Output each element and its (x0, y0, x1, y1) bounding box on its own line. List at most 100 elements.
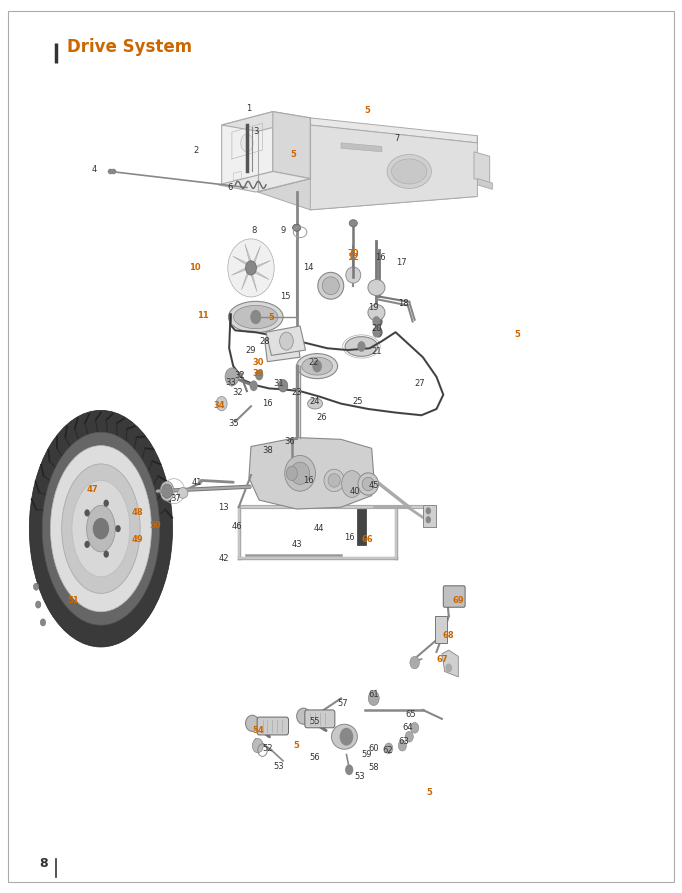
Polygon shape (273, 112, 310, 179)
Circle shape (426, 507, 431, 514)
Text: 56: 56 (310, 753, 321, 762)
Polygon shape (442, 650, 458, 677)
Text: 32: 32 (232, 388, 243, 397)
Text: 11: 11 (197, 311, 209, 320)
Circle shape (342, 471, 362, 497)
Text: 43: 43 (291, 540, 302, 549)
Circle shape (35, 601, 41, 608)
Circle shape (445, 663, 452, 672)
Circle shape (85, 509, 90, 516)
Text: 64: 64 (402, 723, 413, 732)
Circle shape (398, 740, 406, 751)
Circle shape (252, 739, 263, 753)
Text: 2: 2 (194, 146, 199, 154)
Text: 36: 36 (284, 437, 295, 446)
Text: 54: 54 (252, 726, 264, 735)
FancyBboxPatch shape (305, 710, 335, 728)
Ellipse shape (87, 505, 115, 552)
Text: Drive System: Drive System (67, 38, 192, 56)
Circle shape (40, 619, 46, 626)
Ellipse shape (328, 473, 340, 487)
Polygon shape (477, 179, 492, 189)
Circle shape (85, 541, 90, 548)
Text: 1: 1 (246, 104, 252, 113)
Text: 52: 52 (262, 744, 273, 753)
Text: 62: 62 (382, 746, 393, 755)
Circle shape (312, 360, 322, 372)
Ellipse shape (391, 159, 427, 184)
Ellipse shape (177, 488, 188, 498)
Text: 5: 5 (364, 106, 370, 115)
Text: 5: 5 (294, 741, 299, 750)
FancyBboxPatch shape (443, 586, 465, 607)
Circle shape (278, 380, 288, 392)
Circle shape (216, 396, 227, 411)
Polygon shape (249, 438, 374, 509)
Ellipse shape (241, 134, 253, 152)
Ellipse shape (387, 154, 431, 188)
Text: 10: 10 (189, 263, 201, 272)
Circle shape (405, 731, 413, 742)
Text: 16: 16 (375, 253, 386, 262)
Text: 28: 28 (259, 337, 270, 346)
Ellipse shape (61, 464, 140, 594)
Circle shape (104, 551, 109, 558)
Polygon shape (474, 152, 490, 183)
Ellipse shape (291, 463, 310, 485)
Ellipse shape (346, 267, 361, 283)
Text: 24: 24 (310, 397, 321, 406)
Ellipse shape (308, 398, 323, 409)
Ellipse shape (358, 472, 379, 495)
Circle shape (246, 261, 256, 275)
Ellipse shape (362, 477, 374, 490)
Polygon shape (341, 143, 382, 152)
Polygon shape (265, 335, 300, 362)
Text: 19: 19 (368, 303, 379, 312)
Text: 5: 5 (427, 789, 432, 797)
Text: 42: 42 (218, 554, 229, 563)
Text: 9: 9 (280, 226, 286, 235)
Text: 59: 59 (361, 750, 372, 759)
Text: 16: 16 (262, 399, 273, 408)
Ellipse shape (301, 357, 332, 375)
Text: 5: 5 (269, 313, 274, 321)
Text: 53: 53 (355, 772, 366, 781)
Ellipse shape (297, 354, 338, 379)
Polygon shape (222, 112, 273, 185)
Circle shape (225, 368, 239, 386)
Polygon shape (251, 268, 257, 292)
Circle shape (286, 466, 297, 480)
Ellipse shape (228, 301, 283, 333)
Text: 47: 47 (86, 485, 98, 494)
Circle shape (426, 516, 431, 523)
Text: 27: 27 (414, 380, 425, 388)
Ellipse shape (42, 432, 160, 625)
Text: 3: 3 (253, 127, 258, 136)
Circle shape (250, 310, 261, 324)
Text: 26: 26 (316, 413, 327, 422)
Text: 8: 8 (251, 226, 256, 235)
Circle shape (372, 327, 381, 338)
Ellipse shape (324, 469, 344, 491)
Polygon shape (222, 112, 310, 131)
Text: 32: 32 (235, 371, 246, 380)
Circle shape (345, 764, 353, 775)
Text: 39: 39 (252, 369, 263, 378)
Text: 31: 31 (273, 380, 284, 388)
Text: 48: 48 (132, 508, 144, 517)
Text: 21: 21 (371, 347, 382, 356)
Text: 33: 33 (225, 378, 236, 387)
Circle shape (115, 525, 121, 532)
Text: 30: 30 (252, 358, 263, 367)
Text: 44: 44 (314, 524, 325, 533)
Circle shape (33, 583, 39, 590)
Text: 69: 69 (452, 596, 464, 605)
Polygon shape (241, 268, 251, 290)
Text: 6: 6 (228, 183, 233, 192)
Text: 49: 49 (132, 535, 144, 544)
Circle shape (93, 518, 109, 539)
Text: 41: 41 (191, 478, 202, 487)
Text: 51: 51 (68, 596, 80, 605)
Text: 7: 7 (394, 134, 400, 143)
Text: 4: 4 (91, 165, 97, 174)
